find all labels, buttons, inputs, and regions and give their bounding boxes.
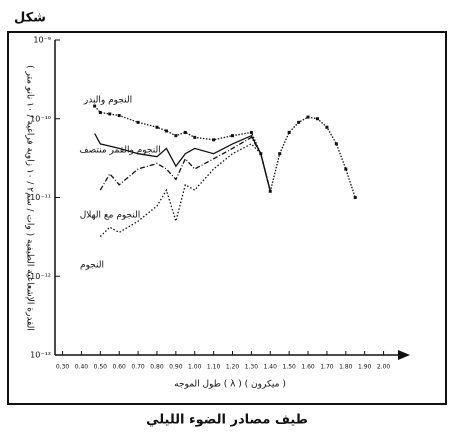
x-tick-label: 2.00: [377, 364, 391, 371]
series-line: [94, 105, 356, 198]
series-marker: [174, 134, 178, 138]
x-tick-label: 1.60: [301, 364, 315, 371]
x-tick-label: 1.20: [226, 364, 240, 371]
series-label: النجوم والقمر منتصف: [79, 146, 160, 156]
series-marker: [249, 130, 253, 134]
x-tick-label: 1.70: [320, 364, 334, 371]
series-marker: [315, 117, 319, 121]
series-marker: [93, 104, 97, 108]
x-tick-label: 1.80: [339, 364, 353, 371]
x-tick-label: 1.10: [207, 364, 221, 371]
series-marker: [306, 115, 310, 119]
x-axis-arrow: [398, 350, 410, 360]
series-label: النجوم والبدر: [83, 96, 132, 106]
series-marker: [334, 142, 338, 146]
series-label: النجوم: [80, 261, 104, 271]
x-tick-label: 1.30: [245, 364, 259, 371]
x-tick-label: 0.30: [56, 364, 70, 371]
y-tick-label: 10⁻⁹: [33, 36, 51, 45]
x-tick-label: 1.00: [188, 364, 202, 371]
figure-label: شكل: [14, 11, 46, 26]
x-tick-label: 0.60: [113, 364, 127, 371]
x-tick-label: 0.50: [94, 364, 108, 371]
y-tick-label: 10⁻¹¹: [30, 193, 51, 202]
chart-title: طيف مصادر الضوء الليلي: [146, 413, 308, 428]
series-marker: [193, 135, 197, 139]
x-tick-label: 1.40: [264, 364, 278, 371]
series-marker: [136, 120, 140, 124]
series-marker: [212, 138, 216, 142]
y-tick-label: 10⁻¹⁰: [30, 114, 51, 123]
x-axis-label: طول الموجه ( λ ) ( ميكرون ): [174, 380, 286, 390]
series-marker: [117, 113, 121, 117]
series-marker: [287, 130, 291, 134]
series-marker: [344, 167, 348, 171]
x-tick-label: 1.90: [358, 364, 372, 371]
series-label: النجوم مع الهلال: [80, 211, 141, 221]
y-axis-label: القدرة الإشعاعية الطيفية ( وات / سم٢ / ١…: [25, 65, 35, 331]
series-marker: [108, 112, 112, 116]
x-tick-label: 0.80: [150, 364, 164, 371]
series-marker: [325, 125, 329, 129]
x-tick-label: 1.50: [282, 364, 296, 371]
series-marker: [98, 111, 102, 115]
series-marker: [278, 152, 282, 156]
series-marker: [155, 125, 159, 129]
series-line: [94, 133, 271, 192]
series-marker: [183, 130, 187, 134]
series-line: [99, 143, 271, 237]
y-tick-label: 10⁻¹³: [30, 351, 51, 360]
series-marker: [231, 134, 234, 138]
series-marker: [164, 129, 168, 133]
series-marker: [353, 196, 357, 199]
x-tick-label: 0.70: [131, 364, 145, 371]
series-line: [99, 136, 271, 192]
y-tick-label: 10⁻¹²: [30, 272, 51, 281]
x-tick-label: 0.90: [169, 364, 183, 371]
frame: [7, 31, 447, 405]
series-marker: [297, 120, 301, 124]
x-tick-label: 0.40: [75, 364, 89, 371]
